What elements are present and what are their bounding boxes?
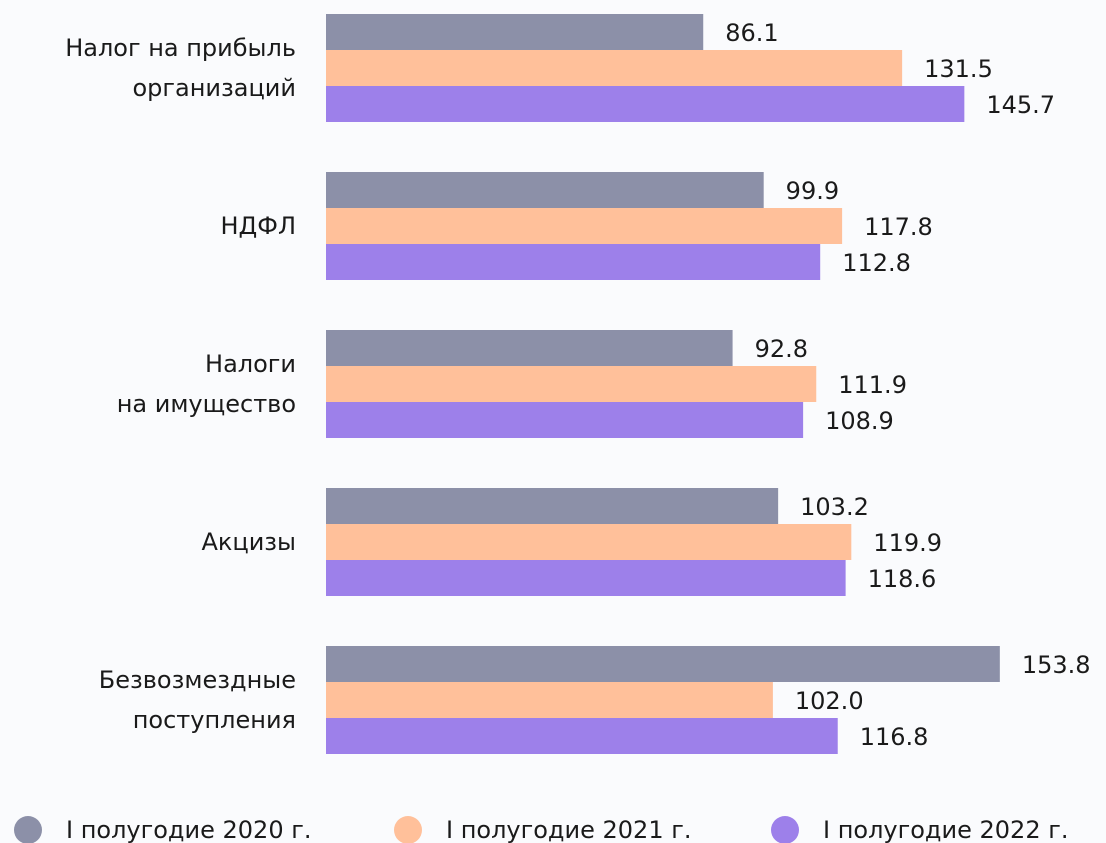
bar [326,560,846,596]
value-label: 112.8 [842,249,911,277]
bar [326,524,852,560]
value-label: 117.8 [864,213,933,241]
value-label: 145.7 [986,91,1055,119]
category-label: НДФЛ [220,212,296,240]
category-label: Акцизы [201,528,296,556]
value-label: 116.8 [860,723,929,751]
bar [326,682,773,718]
legend-swatch [394,816,422,843]
legend-label: I полугодие 2022 г. [823,816,1068,843]
legend-swatch [14,816,42,843]
legend-label: I полугодие 2020 г. [66,816,311,843]
value-label: 153.8 [1022,651,1091,679]
bar [326,402,804,438]
bar [326,718,838,754]
category-label: Налог на прибыль организаций [65,34,296,102]
value-label: 103.2 [800,493,869,521]
bar [326,50,903,86]
value-label: 131.5 [924,55,993,83]
bar [326,488,779,524]
value-label: 119.9 [873,529,942,557]
value-label: 118.6 [868,565,937,593]
legend-swatch [771,816,799,843]
legend-label: I полугодие 2021 г. [446,816,691,843]
bar [326,208,843,244]
bar [326,330,733,366]
bar [326,366,817,402]
value-label: 102.0 [795,687,864,715]
value-label: 111.9 [838,371,907,399]
value-label: 86.1 [725,19,778,47]
category-label: Безвозмездные поступления [98,666,296,734]
value-label: 99.9 [786,177,839,205]
bar [326,244,821,280]
bar [326,172,764,208]
bar [326,86,965,122]
bar [326,14,704,50]
category-label: Налоги на имущество [116,350,296,418]
value-label: 92.8 [755,335,808,363]
bar [326,646,1000,682]
value-label: 108.9 [825,407,894,435]
